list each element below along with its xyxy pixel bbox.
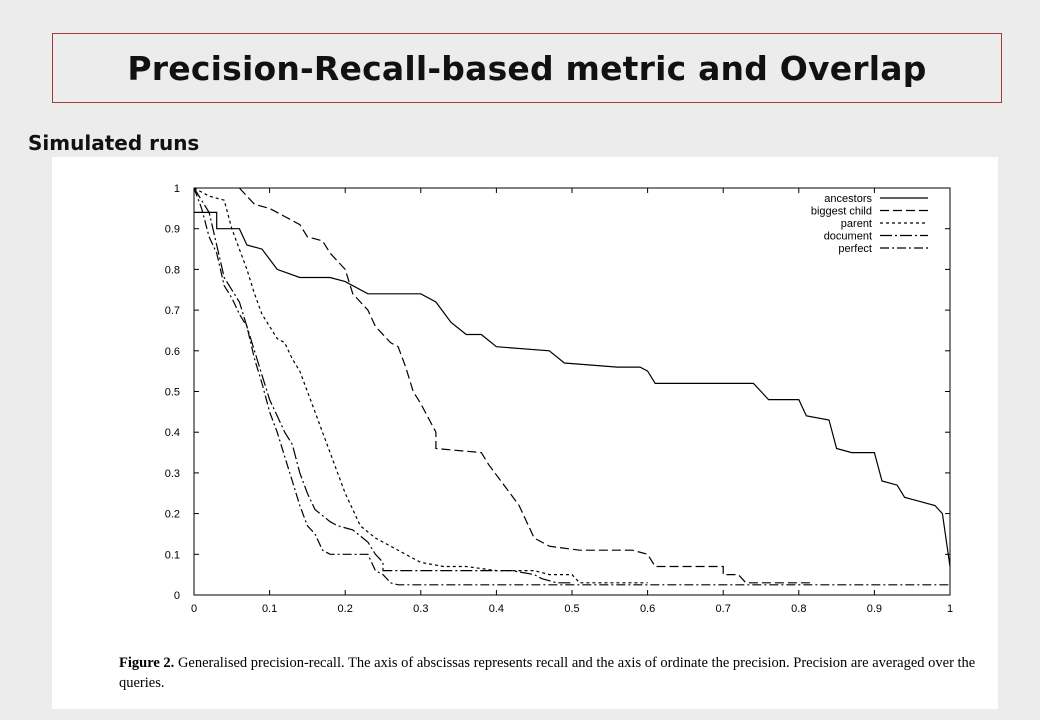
y-tick-label: 0.9 (165, 224, 180, 236)
legend-label-document: document (824, 231, 872, 243)
y-tick-label: 0.8 (165, 264, 180, 276)
legend-label-perfect: perfect (838, 243, 872, 255)
series-line-parent (193, 187, 648, 584)
legend-label-ancestors: ancestors (824, 193, 872, 205)
legend-label-parent: parent (841, 218, 872, 230)
y-tick-label: 0.3 (165, 468, 180, 480)
figure-caption: Figure 2. Generalised precision-recall. … (119, 653, 989, 693)
x-tick-label: 0.2 (338, 603, 353, 615)
x-tick-label: 0 (191, 603, 197, 615)
x-tick-label: 0.5 (564, 603, 579, 615)
slide-subtitle: Simulated runs (28, 131, 200, 155)
y-tick-label: 0.6 (165, 346, 180, 358)
precision-recall-chart: 0 0.1 0.2 0.3 0.4 0.5 0.6 0.7 0.8 0.9 1 0 0.1 0.2 0.3 0… (165, 183, 953, 615)
x-tick-label: 0.3 (413, 603, 428, 615)
x-tick-label: 0.9 (867, 603, 882, 615)
title-box: Precision-Recall-based metric and Overla… (52, 33, 1002, 103)
series-line-perfect (193, 187, 950, 586)
plot-frame (193, 187, 951, 596)
x-tick-label: 0.8 (791, 603, 806, 615)
figure-panel: 0 0.1 0.2 0.3 0.4 0.5 0.6 0.7 0.8 0.9 1 0 0.1 0.2 0.3 0… (52, 157, 998, 709)
y-tick-label: 1 (174, 183, 180, 195)
y-tick-label: 0.4 (165, 427, 180, 439)
caption-label: Figure 2. (119, 655, 175, 671)
legend-label-biggest-child: biggest child (811, 206, 872, 218)
caption-text: Generalised precision-recall. The axis o… (119, 655, 976, 691)
series-line-document (193, 187, 572, 584)
y-tick-label: 0.5 (165, 387, 180, 399)
x-tick-label: 0.6 (640, 603, 655, 615)
y-tick-label: 0 (174, 590, 180, 602)
slide-title: Precision-Recall-based metric and Overla… (127, 48, 927, 88)
x-tick-label: 0.1 (262, 603, 277, 615)
x-tick-label: 1 (947, 603, 953, 615)
x-tick-label: 0.4 (489, 603, 504, 615)
x-tick-label: 0.7 (716, 603, 731, 615)
y-tick-label: 0.1 (165, 549, 180, 561)
series-line-ancestors (194, 211, 951, 567)
y-tick-label: 0.7 (165, 305, 180, 317)
y-tick-label: 0.2 (165, 509, 180, 521)
series-line-biggest-child (238, 187, 814, 584)
